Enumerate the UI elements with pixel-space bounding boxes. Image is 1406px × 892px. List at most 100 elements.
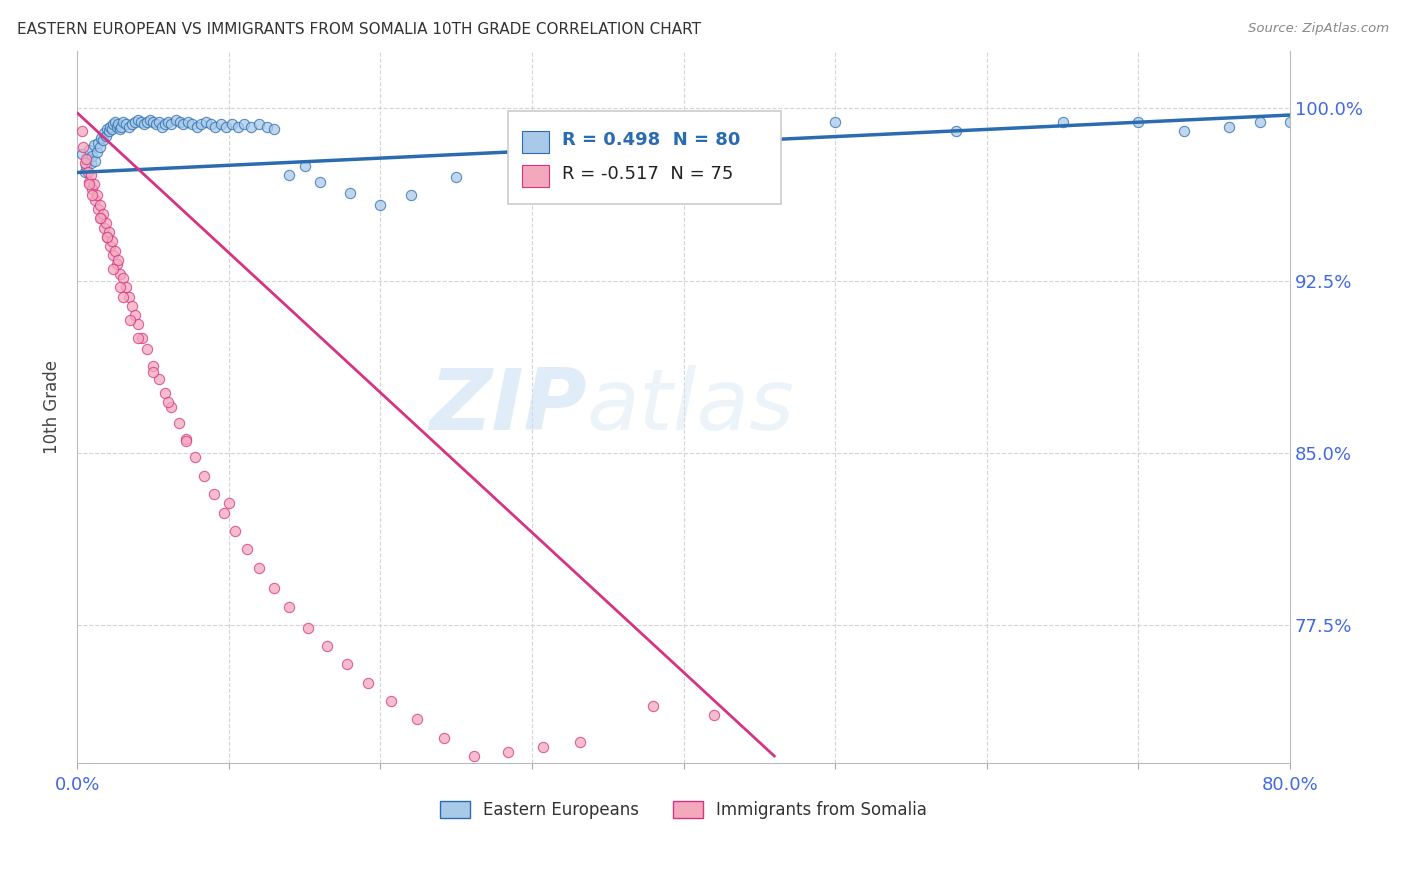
Point [97,124,120,138]
Point [167,416,190,430]
Point [150,120,173,134]
Point [215,120,238,134]
Point [77,143,100,157]
Point [316,639,339,653]
Point [294,159,316,173]
Point [70,124,93,138]
Point [100,239,122,253]
Point [945,124,967,138]
Point [174,434,197,449]
Point [105,120,128,134]
Point [263,582,285,596]
Point [121,117,143,131]
Point [193,468,215,483]
Point [117,120,139,134]
Point [83,177,105,191]
Point [127,331,149,345]
Point [132,117,155,131]
Point [357,675,380,690]
Point [114,117,136,131]
Point [142,366,165,380]
Point [218,496,240,510]
Point [278,168,301,182]
Point [184,450,207,465]
Point [297,621,319,635]
Point [97,225,120,239]
Point [157,115,180,129]
Point [108,267,131,281]
Point [172,117,194,131]
Point [111,271,134,285]
Point [73,156,96,170]
Point [82,149,104,163]
Point [703,707,725,722]
Point [107,117,129,131]
Text: R = -0.517  N = 75: R = -0.517 N = 75 [562,165,734,183]
Point [131,331,153,345]
Point [127,317,149,331]
Point [90,211,112,226]
Point [135,115,157,129]
Point [90,131,112,145]
Point [247,561,270,575]
Point [463,749,485,764]
Point [120,312,142,326]
Point [142,115,165,129]
Text: ZIP: ZIP [429,366,586,449]
Point [186,120,208,134]
Point [91,133,114,147]
Point [77,175,100,189]
Point [569,735,592,749]
Point [103,248,125,262]
Point [169,115,191,129]
Point [75,152,97,166]
Point [200,117,222,131]
Point [824,115,846,129]
Point [256,120,278,134]
Point [93,127,115,141]
Point [80,168,103,182]
Point [139,112,162,127]
Legend: Eastern Europeans, Immigrants from Somalia: Eastern Europeans, Immigrants from Somal… [433,795,934,826]
Point [145,117,167,131]
Point [174,432,197,446]
Point [1128,115,1150,129]
Point [1218,120,1240,134]
Text: EASTERN EUROPEAN VS IMMIGRANTS FROM SOMALIA 10TH GRADE CORRELATION CHART: EASTERN EUROPEAN VS IMMIGRANTS FROM SOMA… [17,22,700,37]
Point [399,188,422,202]
Point [96,230,118,244]
Point [103,262,125,277]
Point [433,731,456,745]
Point [1052,115,1074,129]
Point [86,145,108,159]
Point [202,487,225,501]
Point [124,308,146,322]
Point [108,121,131,136]
Point [247,117,270,131]
Point [240,120,263,134]
Point [72,140,94,154]
Point [672,124,695,138]
Point [84,153,107,168]
Point [84,193,107,207]
Point [153,386,176,401]
Point [339,186,361,201]
Point [121,299,143,313]
Point [190,117,212,131]
Point [80,156,103,170]
Point [108,280,131,294]
Point [1279,115,1302,129]
Point [336,657,359,672]
Point [531,739,554,754]
Point [520,159,543,173]
Point [89,197,111,211]
Point [101,235,124,249]
Point [405,713,427,727]
Point [308,175,330,189]
Point [103,117,125,131]
Point [94,128,117,143]
Point [111,115,134,129]
Point [70,147,93,161]
Point [73,165,96,179]
Point [96,121,118,136]
